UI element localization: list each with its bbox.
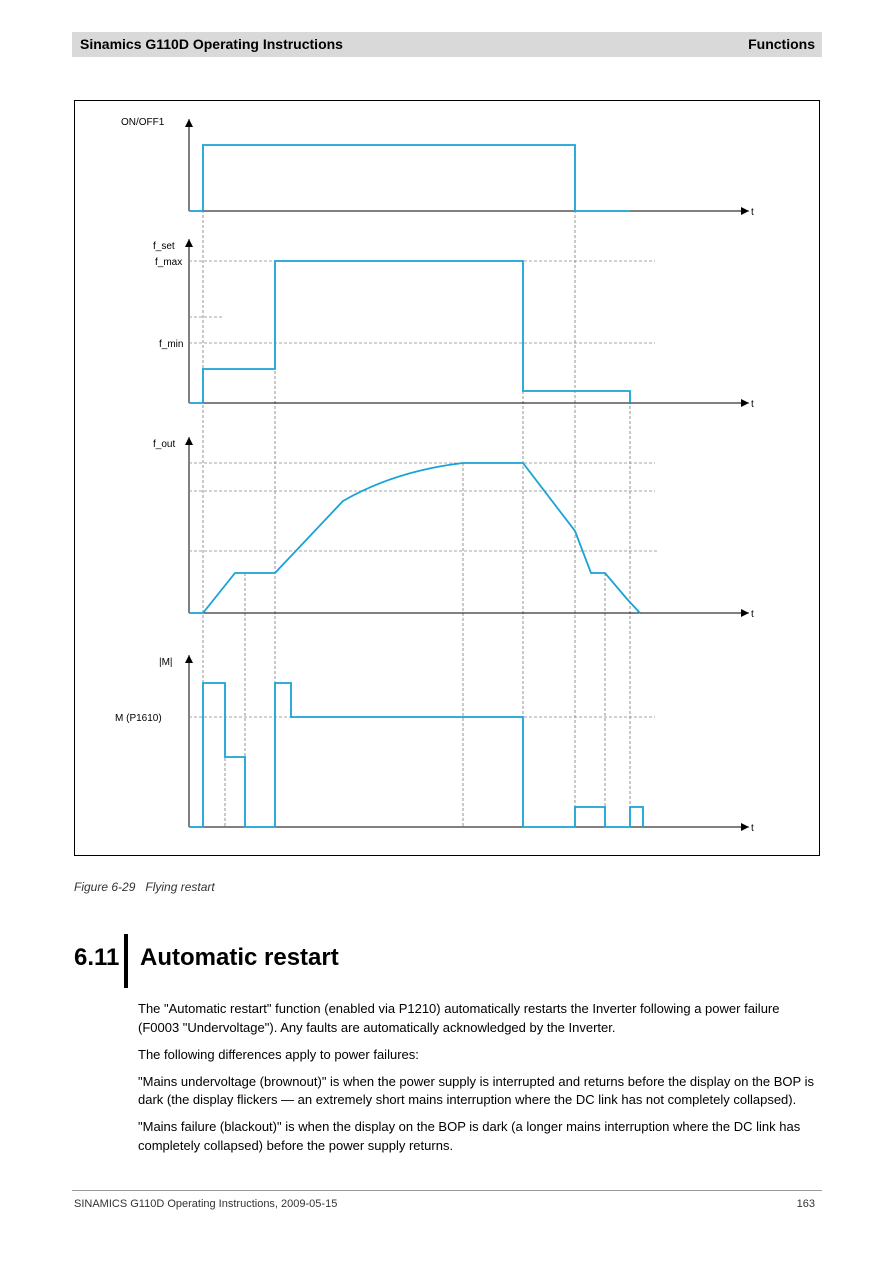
axis-x-label: t	[751, 207, 754, 218]
axis-y-label: f_set	[153, 241, 175, 252]
trace-fout	[189, 463, 640, 613]
body-para-3: "Mains failure (blackout)" is when the d…	[138, 1118, 820, 1156]
axis-x-label: t	[751, 823, 754, 834]
header-title-left: Sinamics G110D Operating Instructions	[80, 36, 343, 52]
axis-y-label: ON/OFF1	[121, 117, 165, 128]
panel-onoff: t ON/OFF1	[121, 117, 754, 218]
label-fmin: f_min	[159, 339, 183, 350]
figure-caption: Figure 6-29 Flying restart	[74, 880, 820, 894]
axis-y-label: f_out	[153, 439, 175, 450]
section-title: Automatic restart	[140, 944, 339, 972]
label-mp1610: M (P1610)	[115, 713, 162, 724]
footer-right: 163	[797, 1198, 815, 1210]
page: Sinamics G110D Operating Instructions Fu…	[0, 0, 893, 1263]
header-title-right: Functions	[748, 36, 815, 52]
section-divider	[124, 934, 128, 988]
panel-fout: t f_out	[153, 437, 754, 620]
trace-fset	[189, 261, 630, 403]
trace-onoff	[189, 145, 630, 211]
figure-id: Figure 6-29	[74, 880, 135, 894]
body-para-2: "Mains undervoltage (brownout)" is when …	[138, 1073, 820, 1111]
figure-box: t ON/OFF1 t f_set f_max f_min	[74, 100, 820, 856]
vertical-guides	[203, 145, 630, 827]
body-para-0: The "Automatic restart" function (enable…	[138, 1000, 820, 1038]
panel-fset: t f_set f_max f_min	[153, 239, 754, 410]
axis-x-label: t	[751, 399, 754, 410]
footer-left: SINAMICS G110D Operating Instructions, 2…	[74, 1198, 337, 1210]
panel-torque: t |M| M (P1610)	[115, 655, 754, 834]
footer-divider	[72, 1190, 822, 1191]
body-para-1: The following differences apply to power…	[138, 1046, 820, 1065]
axis-y-label: |M|	[159, 657, 173, 668]
body-text: The "Automatic restart" function (enable…	[138, 1000, 820, 1164]
figure-caption-text: Flying restart	[145, 880, 214, 894]
timing-diagram: t ON/OFF1 t f_set f_max f_min	[75, 101, 821, 857]
section-number: 6.11	[74, 944, 119, 972]
label-fmax: f_max	[155, 257, 182, 268]
axis-x-label: t	[751, 609, 754, 620]
